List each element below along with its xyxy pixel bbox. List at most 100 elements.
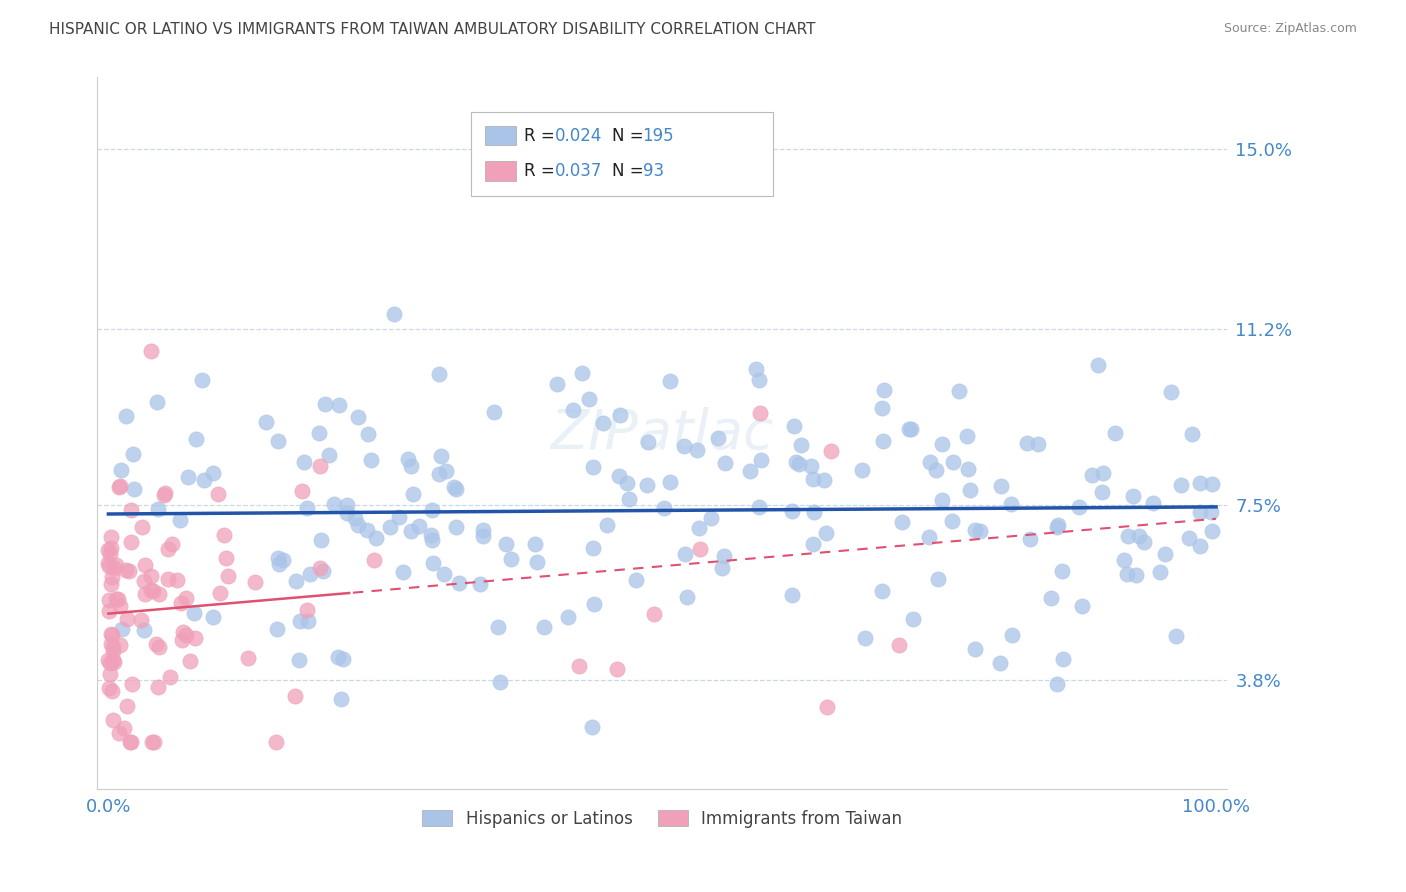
Point — [100, 541, 122, 556]
Point — [184, 432, 207, 446]
Point — [266, 622, 288, 636]
Point — [98, 559, 121, 574]
Point — [364, 532, 387, 546]
Point — [295, 603, 318, 617]
Point — [433, 566, 456, 581]
Point — [659, 374, 682, 388]
Point — [699, 510, 721, 524]
Point — [141, 568, 163, 582]
Point — [1071, 599, 1094, 614]
Point — [291, 484, 314, 499]
Point — [108, 726, 131, 740]
Point — [941, 514, 963, 528]
Point — [336, 498, 359, 512]
Point — [97, 593, 120, 607]
Point — [103, 713, 125, 727]
Point — [501, 552, 523, 566]
Point — [1153, 547, 1175, 561]
Point — [267, 434, 290, 449]
Point — [169, 513, 191, 527]
Point — [177, 470, 200, 484]
Point — [427, 367, 450, 381]
Text: HISPANIC OR LATINO VS IMMIGRANTS FROM TAIWAN AMBULATORY DISABILITY CORRELATION C: HISPANIC OR LATINO VS IMMIGRANTS FROM TA… — [49, 22, 815, 37]
Point — [159, 670, 181, 684]
Point — [98, 604, 121, 618]
Point — [482, 405, 505, 419]
Point — [429, 449, 451, 463]
Point — [471, 529, 494, 543]
Point — [285, 574, 308, 589]
Point — [378, 520, 401, 534]
Text: N =: N = — [612, 162, 648, 180]
Point — [988, 657, 1011, 671]
Point — [1178, 531, 1201, 545]
Point — [815, 699, 838, 714]
Point — [129, 613, 152, 627]
Point — [131, 520, 153, 534]
Point — [100, 628, 122, 642]
Point — [142, 735, 165, 749]
Point — [803, 505, 825, 519]
Point — [214, 551, 236, 566]
Point — [851, 463, 873, 477]
Point — [122, 447, 145, 461]
Point — [98, 548, 121, 562]
Point — [208, 586, 231, 600]
Point — [98, 666, 121, 681]
Point — [562, 403, 585, 417]
Point — [1039, 591, 1062, 605]
Point — [191, 373, 214, 387]
Point — [619, 492, 641, 507]
Point — [148, 587, 170, 601]
Point — [1116, 529, 1139, 543]
Point — [145, 395, 167, 409]
Point — [1081, 468, 1104, 483]
Point — [254, 415, 277, 429]
Point — [486, 620, 509, 634]
Point — [927, 572, 949, 586]
Point — [956, 462, 979, 476]
Point — [956, 428, 979, 442]
Point — [148, 640, 170, 654]
Point — [688, 521, 710, 535]
Point — [308, 458, 330, 473]
Point — [336, 506, 359, 520]
Point — [399, 524, 422, 538]
Point — [1046, 517, 1069, 532]
Point — [990, 479, 1012, 493]
Point — [963, 523, 986, 537]
Point — [1050, 565, 1073, 579]
Point — [284, 689, 307, 703]
Point — [328, 398, 350, 412]
Point — [314, 397, 336, 411]
Point — [1188, 539, 1211, 553]
Point — [488, 675, 510, 690]
Point — [616, 475, 638, 490]
Point — [920, 455, 942, 469]
Point — [388, 509, 411, 524]
Text: 0.037: 0.037 — [555, 162, 603, 180]
Point — [1026, 437, 1049, 451]
Point — [201, 610, 224, 624]
Point — [969, 524, 991, 538]
Point — [170, 633, 193, 648]
Point — [1199, 505, 1222, 519]
Point — [201, 466, 224, 480]
Point — [422, 557, 444, 571]
Point — [643, 607, 665, 622]
Point — [1188, 475, 1211, 490]
Point — [686, 443, 709, 458]
Text: 93: 93 — [643, 162, 664, 180]
Point — [318, 448, 340, 462]
Point — [748, 500, 770, 514]
Point — [100, 637, 122, 651]
Point — [134, 587, 156, 601]
Point — [174, 628, 197, 642]
Point — [408, 519, 430, 533]
Point — [959, 483, 981, 498]
Point — [308, 425, 330, 440]
Point — [1201, 524, 1223, 539]
Point — [749, 453, 772, 467]
Point — [108, 599, 131, 613]
Point — [853, 631, 876, 645]
